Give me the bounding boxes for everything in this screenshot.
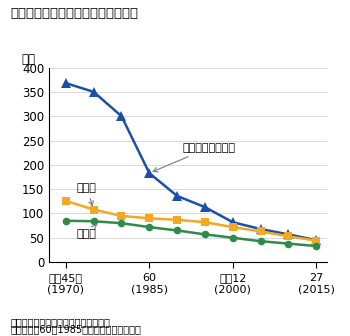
Text: 資料：農林水産省「農林業センサス」: 資料：農林水産省「農林業センサス」 <box>10 318 110 328</box>
Text: うんしゅうみかん: うんしゅうみかん <box>153 143 236 172</box>
Text: 図表２　果樹類の品目別栽培農家数: 図表２ 果樹類の品目別栽培農家数 <box>10 7 139 20</box>
Text: りんご: りんご <box>77 183 97 206</box>
Text: 千戸: 千戸 <box>21 53 35 66</box>
Text: 注：昭和60（1985）年以降は販売農家数: 注：昭和60（1985）年以降は販売農家数 <box>10 324 141 334</box>
Text: ぶどう: ぶどう <box>77 224 97 239</box>
